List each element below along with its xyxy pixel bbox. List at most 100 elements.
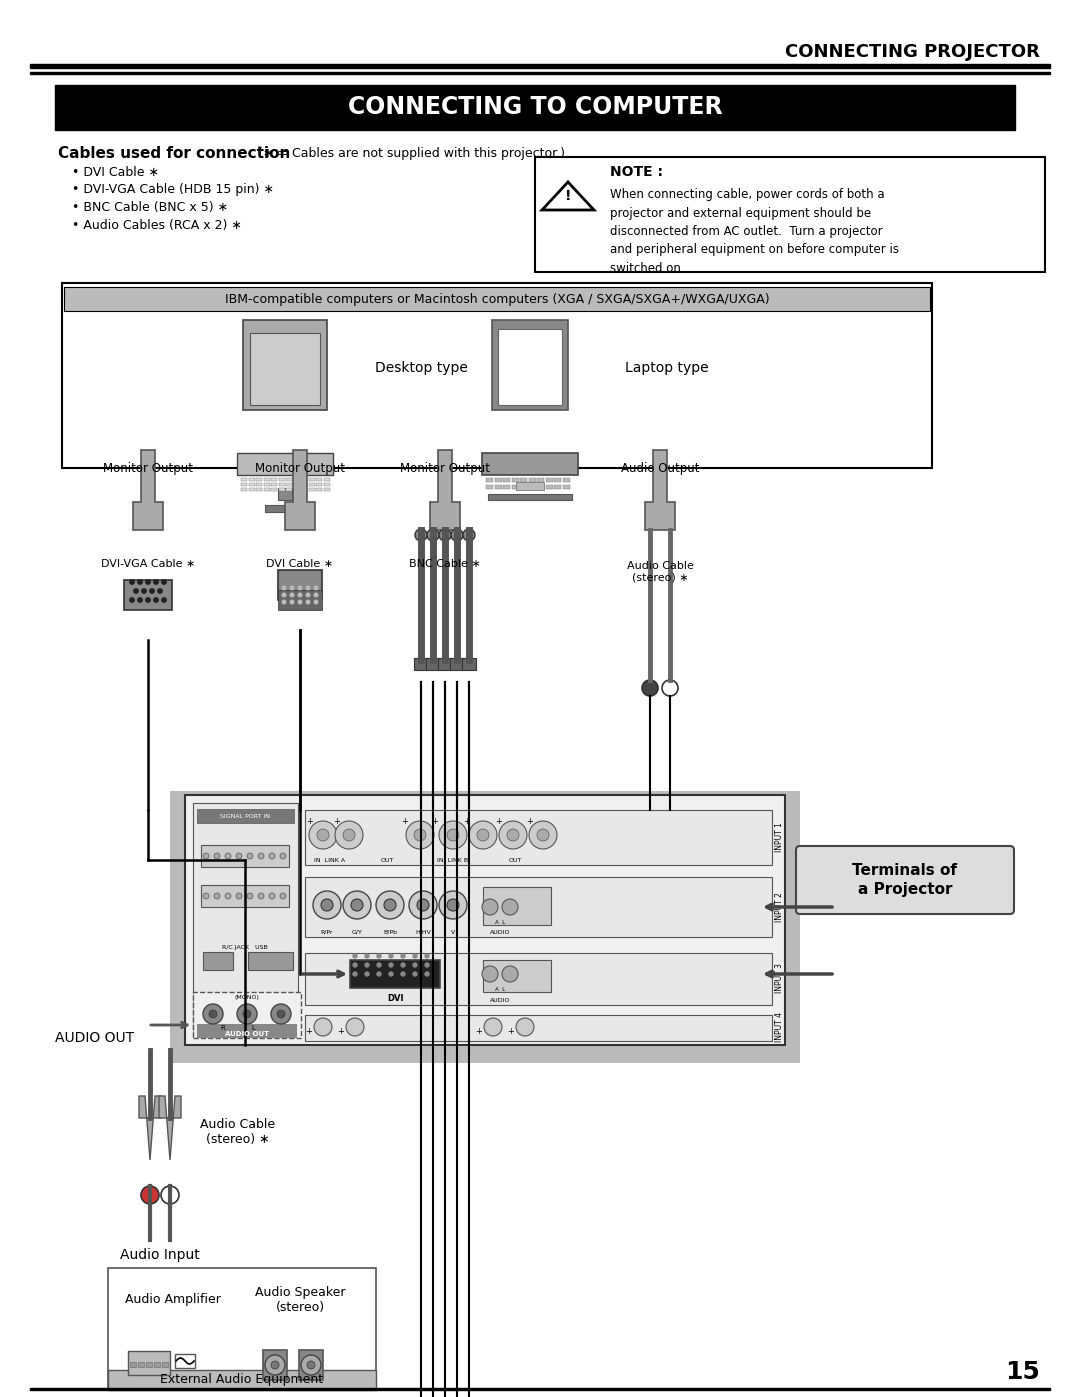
Bar (462, 658, 476, 671)
Bar (129, 1351, 170, 1375)
Text: • Audio Cables (RCA x 2) ∗: • Audio Cables (RCA x 2) ∗ (72, 219, 242, 232)
Text: • DVI-VGA Cable (HDB 15 pin) ∗: • DVI-VGA Cable (HDB 15 pin) ∗ (72, 183, 274, 197)
Circle shape (162, 598, 166, 602)
Text: +: + (307, 816, 313, 826)
Circle shape (291, 594, 294, 597)
Text: H/HV: H/HV (415, 930, 431, 935)
Bar (545, 485, 553, 489)
Bar (278, 570, 322, 599)
Circle shape (282, 587, 286, 590)
Bar (519, 485, 527, 489)
Text: +: + (527, 816, 534, 826)
Circle shape (529, 821, 557, 849)
Text: +: + (306, 1027, 312, 1035)
Bar (249, 332, 320, 405)
Bar (241, 482, 247, 486)
Bar (482, 453, 578, 475)
Text: Audio Amplifier: Audio Amplifier (125, 1294, 221, 1306)
Bar (241, 478, 247, 481)
Circle shape (642, 680, 658, 696)
Bar (30, 73, 1050, 74)
Text: R/Pr: R/Pr (321, 930, 334, 935)
Circle shape (377, 954, 381, 958)
Bar (486, 485, 492, 489)
Circle shape (269, 854, 275, 859)
Bar (197, 1024, 297, 1038)
Circle shape (365, 954, 369, 958)
Circle shape (141, 588, 146, 594)
Bar (243, 320, 327, 409)
Circle shape (447, 900, 459, 911)
Bar (193, 803, 298, 1037)
Circle shape (301, 1355, 321, 1375)
Text: • DVI Cable ∗: • DVI Cable ∗ (72, 165, 159, 179)
Bar (193, 992, 301, 1038)
Circle shape (280, 893, 286, 900)
Polygon shape (645, 450, 675, 529)
Text: IBM-compatible computers or Macintosh computers (XGA / SXGA/SXGA+/WXGA/UXGA): IBM-compatible computers or Macintosh co… (225, 292, 769, 306)
Circle shape (401, 972, 405, 977)
Circle shape (438, 529, 451, 541)
Bar (309, 488, 314, 490)
Circle shape (138, 598, 143, 602)
Circle shape (307, 601, 310, 604)
Circle shape (377, 972, 381, 977)
Text: OUT: OUT (509, 858, 522, 863)
Circle shape (243, 1010, 251, 1018)
Bar (492, 320, 568, 409)
Circle shape (153, 598, 158, 602)
Circle shape (413, 972, 417, 977)
Text: Audio Cable
(stereo) ∗: Audio Cable (stereo) ∗ (626, 562, 693, 583)
Circle shape (138, 580, 143, 584)
Text: External Audio Equipment: External Audio Equipment (161, 1373, 324, 1386)
Bar (264, 488, 270, 490)
Bar (309, 482, 314, 486)
Circle shape (507, 828, 519, 841)
Circle shape (271, 1361, 279, 1369)
Bar (495, 478, 501, 482)
Circle shape (346, 1018, 364, 1037)
Circle shape (409, 891, 437, 919)
Text: R: R (220, 1025, 226, 1031)
Circle shape (413, 954, 417, 958)
Text: AUDIO OUT: AUDIO OUT (55, 1031, 134, 1045)
Bar (55, 85, 1015, 130)
Text: Cables used for connection: Cables used for connection (58, 147, 291, 162)
Circle shape (134, 588, 138, 594)
Circle shape (335, 821, 363, 849)
Bar (278, 590, 322, 610)
Circle shape (282, 594, 286, 597)
Text: (∗ = Cables are not supplied with this projector.): (∗ = Cables are not supplied with this p… (258, 148, 565, 161)
Text: AUDIO: AUDIO (489, 930, 510, 935)
Circle shape (237, 1004, 257, 1024)
Bar (248, 478, 255, 481)
Bar (537, 485, 544, 489)
Circle shape (365, 963, 369, 967)
Bar (197, 809, 294, 823)
Bar (309, 478, 314, 481)
Text: +: + (508, 1027, 514, 1035)
Bar (271, 488, 276, 490)
Circle shape (401, 954, 405, 958)
Circle shape (516, 1018, 534, 1037)
Text: B/Pb: B/Pb (383, 930, 397, 935)
Bar (554, 478, 561, 482)
Text: R/C JACK   USB: R/C JACK USB (222, 944, 268, 950)
Circle shape (447, 828, 459, 841)
Bar (324, 482, 329, 486)
Circle shape (414, 828, 426, 841)
Circle shape (258, 893, 264, 900)
Bar (279, 482, 284, 486)
Polygon shape (159, 1097, 181, 1160)
Circle shape (537, 828, 549, 841)
Text: +: + (496, 816, 502, 826)
Circle shape (153, 580, 158, 584)
Polygon shape (133, 450, 163, 529)
Bar (301, 478, 307, 481)
Bar (305, 810, 772, 865)
Circle shape (214, 893, 220, 900)
Circle shape (314, 1018, 332, 1037)
Text: V: V (450, 930, 455, 935)
Bar (545, 478, 553, 482)
Bar (154, 1362, 160, 1368)
